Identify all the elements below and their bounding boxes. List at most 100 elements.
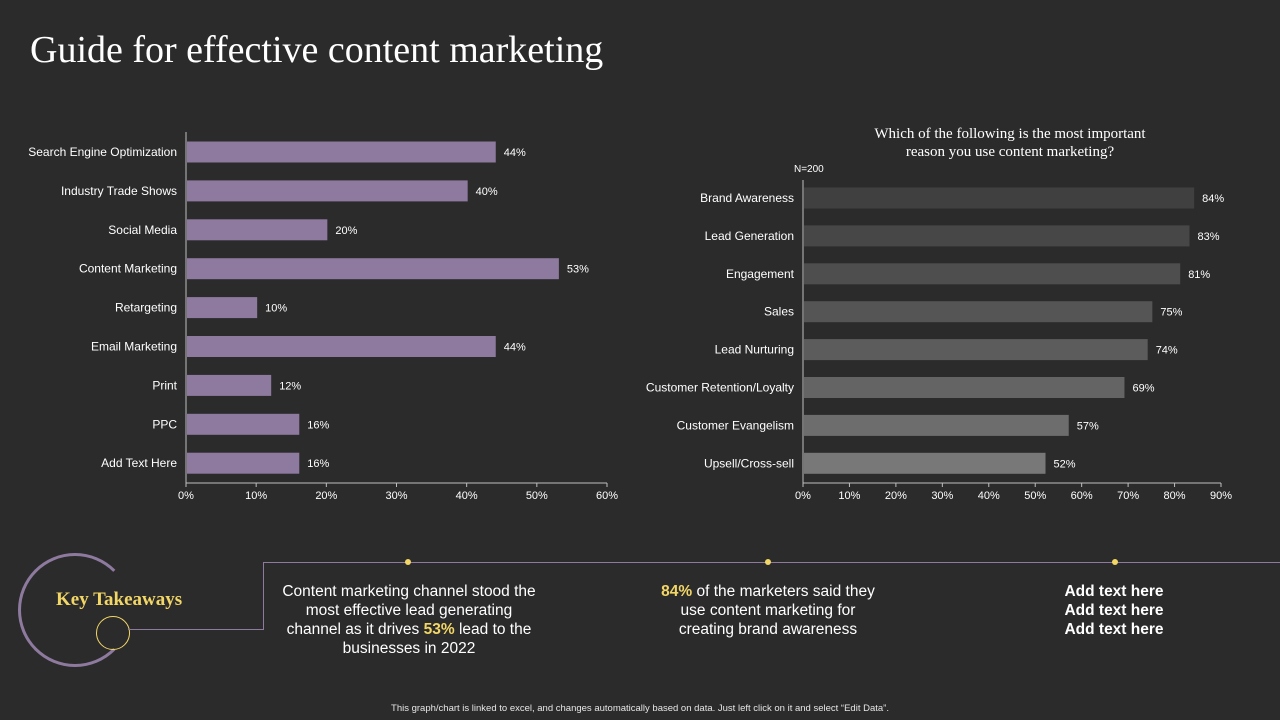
left-chart-category-label: Retargeting bbox=[115, 301, 177, 315]
right-chart-title-line-1: Which of the following is the most impor… bbox=[874, 126, 1146, 142]
takeaway-2-line-1-post: of the marketers said they bbox=[692, 583, 875, 600]
left-chart-x-tick-label: 20% bbox=[315, 490, 337, 502]
right-chart-bar-upsell-cross-sell bbox=[804, 452, 1046, 474]
right-chart-x-tick-label: 30% bbox=[931, 490, 953, 502]
right-chart-category-label: Brand Awareness bbox=[700, 191, 794, 205]
left-chart-x-tick-label: 10% bbox=[245, 490, 267, 502]
right-chart-data-label: 84% bbox=[1202, 193, 1224, 205]
timeline-dot-3 bbox=[1112, 559, 1118, 565]
right-chart-category-label: Sales bbox=[764, 305, 794, 319]
takeaway-1-line-3: channel as it drives 53% lead to the bbox=[259, 620, 559, 639]
takeaway-1-line-1: Content marketing channel stood the bbox=[282, 583, 536, 600]
footnote: This graph/chart is linked to excel, and… bbox=[391, 703, 889, 714]
right-chart-data-label: 52% bbox=[1054, 458, 1076, 470]
left-chart-data-label: 16% bbox=[307, 419, 329, 431]
left-chart-data-label: 40% bbox=[476, 186, 498, 198]
right-chart-x-tick-label: 70% bbox=[1117, 490, 1139, 502]
key-takeaways-heading: Key Takeaways bbox=[56, 589, 183, 610]
timeline-line bbox=[263, 562, 1280, 563]
page-title: Guide for effective content marketing bbox=[30, 29, 604, 71]
left-chart-bar-retargeting bbox=[187, 297, 258, 319]
right-chart-title: Which of the following is the most impor… bbox=[840, 125, 1180, 161]
left-chart-category-label: Search Engine Optimization bbox=[28, 145, 177, 159]
left-chart-bar-print bbox=[187, 374, 272, 396]
timeline-dot-2 bbox=[765, 559, 771, 565]
right-chart-bar-sales bbox=[804, 301, 1153, 323]
right-chart-category-label: Lead Generation bbox=[705, 229, 794, 243]
sample-size-note: N=200 bbox=[794, 164, 824, 175]
takeaway-2: 84% of the marketers said they use conte… bbox=[618, 582, 918, 639]
left-chart-category-label: PPC bbox=[152, 417, 177, 431]
takeaway-3-line-2: Add text here bbox=[1064, 602, 1164, 619]
right-chart-category-label: Customer Evangelism bbox=[677, 418, 794, 432]
left-chart-bar-search-engine-optimization bbox=[187, 141, 496, 163]
left-chart-x-tick-label: 40% bbox=[456, 490, 478, 502]
right-chart-data-label: 69% bbox=[1132, 383, 1154, 395]
right-chart-x-tick-label: 40% bbox=[978, 490, 1000, 502]
takeaway-2-line-1: 84% of the marketers said they bbox=[618, 582, 918, 601]
left-chart-bar-social-media bbox=[187, 219, 328, 241]
left-chart-category-label: Email Marketing bbox=[91, 340, 177, 354]
right-chart-x-tick-label: 0% bbox=[795, 490, 811, 502]
left-chart-category-label: Add Text Here bbox=[101, 456, 177, 470]
right-chart-data-label: 74% bbox=[1156, 345, 1178, 357]
left-chart-category-label: Industry Trade Shows bbox=[61, 184, 177, 198]
takeaway-2-line-2: use content marketing for bbox=[680, 602, 856, 619]
right-chart-bar-engagement bbox=[804, 263, 1181, 285]
right-chart-data-label: 57% bbox=[1077, 420, 1099, 432]
left-chart-data-label: 10% bbox=[265, 303, 287, 315]
left-chart-data-label: 12% bbox=[279, 380, 301, 392]
left-chart-data-label: 16% bbox=[307, 458, 329, 470]
left-chart-x-tick-label: 30% bbox=[385, 490, 407, 502]
right-chart-x-tick-label: 20% bbox=[885, 490, 907, 502]
takeaway-1-line-4: businesses in 2022 bbox=[342, 640, 476, 657]
left-chart-bar-content-marketing bbox=[187, 258, 559, 280]
right-chart-category-label: Customer Retention/Loyalty bbox=[646, 381, 794, 395]
right-chart-bar-customer-retention-loyalty bbox=[804, 377, 1125, 398]
takeaway-1: Content marketing channel stood the most… bbox=[259, 582, 559, 658]
right-chart-bar-lead-nurturing bbox=[804, 339, 1148, 361]
timeline-dot-1 bbox=[405, 559, 411, 565]
takeaway-1-line-2: most effective lead generating bbox=[305, 602, 513, 619]
right-chart-bar-brand-awareness bbox=[804, 187, 1195, 209]
left-chart-data-label: 44% bbox=[504, 342, 526, 354]
takeaway-1-line-3-pre: channel as it drives bbox=[286, 621, 424, 638]
right-chart-data-label: 83% bbox=[1197, 231, 1219, 243]
takeaways-ring-decoration bbox=[18, 553, 132, 667]
left-chart-data-label: 20% bbox=[335, 225, 357, 237]
right-chart-category-label: Upsell/Cross-sell bbox=[704, 456, 794, 470]
left-chart-data-label: 44% bbox=[504, 147, 526, 159]
takeaway-3-line-3: Add text here bbox=[1064, 621, 1164, 638]
left-chart-x-tick-label: 0% bbox=[178, 490, 194, 502]
takeaway-1-line-3-post: lead to the bbox=[454, 621, 532, 638]
takeaway-2-highlight: 84% bbox=[661, 583, 693, 600]
connector-line-vertical bbox=[263, 562, 264, 630]
right-chart-data-label: 81% bbox=[1188, 269, 1210, 281]
left-chart-bar-email-marketing bbox=[187, 336, 496, 357]
left-chart-category-label: Content Marketing bbox=[79, 262, 177, 276]
takeaways-small-circle-decoration bbox=[96, 616, 130, 650]
right-chart-x-tick-label: 50% bbox=[1024, 490, 1046, 502]
right-chart-x-tick-label: 10% bbox=[838, 490, 860, 502]
right-chart-category-label: Engagement bbox=[726, 267, 795, 281]
connector-line-horizontal-low bbox=[128, 629, 263, 630]
right-chart-bar-lead-generation bbox=[804, 225, 1190, 247]
left-chart-category-label: Print bbox=[152, 378, 177, 392]
right-chart-bar-customer-evangelism bbox=[804, 414, 1069, 436]
takeaway-2-line-3: creating brand awareness bbox=[678, 621, 858, 638]
takeaway-1-highlight: 53% bbox=[423, 621, 455, 638]
right-chart-x-tick-label: 90% bbox=[1210, 490, 1232, 502]
takeaway-3: Add text here Add text here Add text her… bbox=[964, 582, 1264, 639]
left-chart-x-tick-label: 50% bbox=[526, 490, 548, 502]
right-chart-title-line-2: reason you use content marketing? bbox=[905, 144, 1115, 160]
left-chart-category-label: Social Media bbox=[108, 223, 177, 237]
left-chart-x-tick-label: 60% bbox=[596, 490, 618, 502]
right-chart-x-tick-label: 60% bbox=[1071, 490, 1093, 502]
takeaway-3-line-1: Add text here bbox=[1064, 583, 1164, 600]
left-chart-data-label: 53% bbox=[567, 264, 589, 276]
right-chart-category-label: Lead Nurturing bbox=[715, 343, 794, 357]
left-chart-bar-ppc bbox=[187, 413, 300, 435]
right-chart-data-label: 75% bbox=[1160, 307, 1182, 319]
